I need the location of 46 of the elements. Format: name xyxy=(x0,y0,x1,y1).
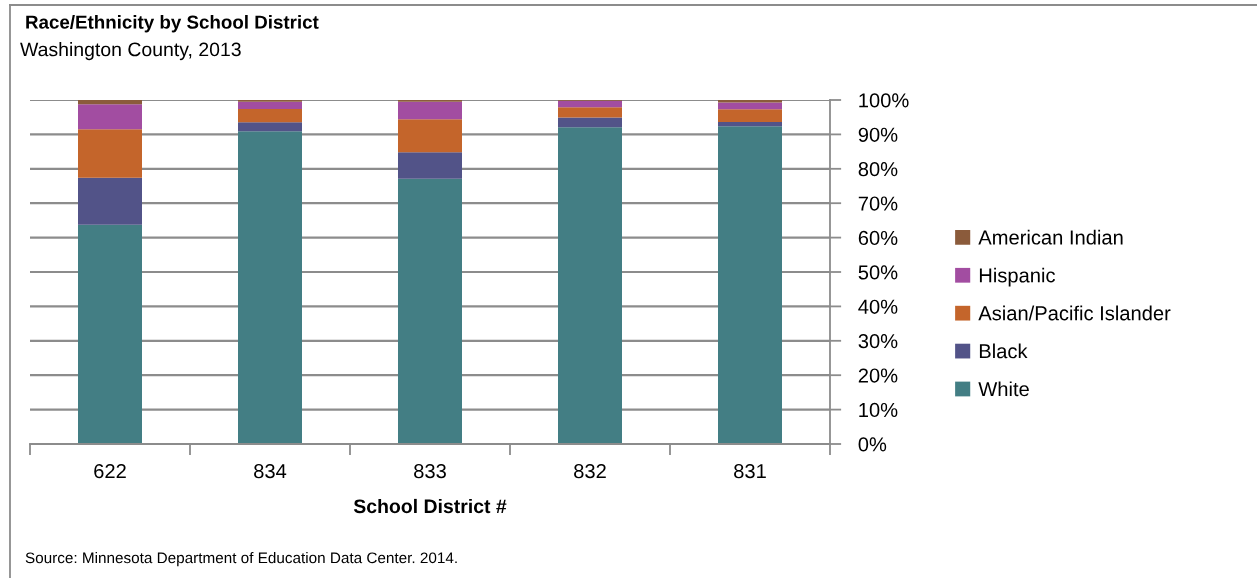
y-tick-label: 60% xyxy=(858,230,898,246)
source-note: Source: Minnesota Department of Education Data Center. 2014. xyxy=(25,552,457,567)
bar xyxy=(238,101,302,109)
bar xyxy=(558,117,622,128)
y-tick-label: 0% xyxy=(858,437,887,452)
bar xyxy=(238,131,302,444)
y-tick-label: 20% xyxy=(858,368,898,383)
x-tick-label: 831 xyxy=(734,463,766,479)
bar xyxy=(78,224,142,444)
bar xyxy=(398,101,462,120)
bar xyxy=(238,122,302,132)
x-tick-label: 833 xyxy=(414,463,446,479)
chart-subtitle: Washington County, 2013 xyxy=(20,42,241,61)
bar xyxy=(558,127,622,444)
bar xyxy=(78,177,142,225)
bar xyxy=(558,107,622,118)
y-tick-label: 30% xyxy=(858,334,898,349)
bar xyxy=(398,152,462,179)
bar xyxy=(78,129,142,178)
y-tick-label: 100% xyxy=(859,93,909,108)
bar xyxy=(718,122,782,127)
legend-label: Asian/Pacific Islander xyxy=(978,305,1171,321)
y-tick-label: 10% xyxy=(859,402,898,418)
legend-label: Black xyxy=(979,343,1028,359)
x-tick-label: 834 xyxy=(254,463,287,479)
bar xyxy=(78,100,142,105)
y-tick-label: 90% xyxy=(858,127,898,142)
bar xyxy=(718,109,782,123)
legend-label: Hispanic xyxy=(979,267,1055,287)
y-tick-label: 80% xyxy=(858,162,898,177)
y-tick-label: 70% xyxy=(858,196,898,211)
bar xyxy=(718,126,782,444)
x-axis-title: School District # xyxy=(353,498,507,514)
bar xyxy=(238,108,302,123)
bar xyxy=(78,104,142,130)
bar xyxy=(718,102,782,110)
bar xyxy=(558,100,622,108)
legend-label: American Indian xyxy=(978,229,1123,245)
x-tick-label: 832 xyxy=(574,463,606,479)
legend-label: White xyxy=(978,381,1029,397)
chart-title: Race/Ethnicity by School District xyxy=(26,15,319,33)
y-tick-label: 40% xyxy=(858,299,898,314)
x-tick-label: 622 xyxy=(94,463,126,479)
bar xyxy=(398,178,462,444)
bar xyxy=(398,119,462,153)
y-tick-label: 50% xyxy=(858,265,898,280)
